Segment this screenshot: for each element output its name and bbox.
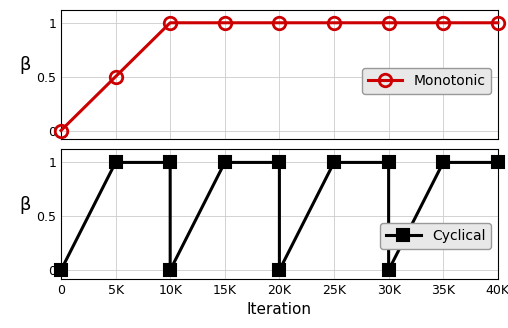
Legend: Cyclical: Cyclical bbox=[380, 223, 491, 249]
Y-axis label: β: β bbox=[19, 56, 30, 74]
Legend: Monotonic: Monotonic bbox=[362, 69, 491, 93]
X-axis label: Iteration: Iteration bbox=[247, 302, 312, 317]
Y-axis label: β: β bbox=[19, 196, 30, 214]
